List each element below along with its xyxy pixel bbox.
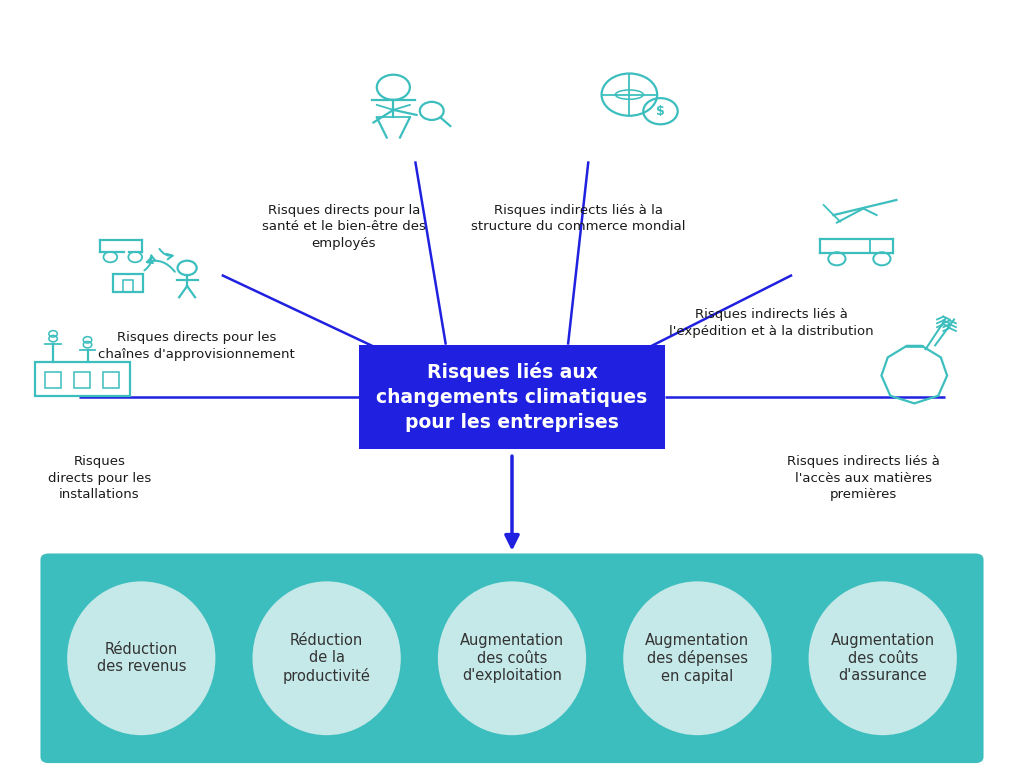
Text: Augmentation
des dépenses
en capital: Augmentation des dépenses en capital bbox=[645, 633, 750, 684]
Text: Augmentation
des coûts
d'assurance: Augmentation des coûts d'assurance bbox=[830, 633, 935, 683]
Text: Augmentation
des coûts
d'exploitation: Augmentation des coûts d'exploitation bbox=[460, 633, 564, 683]
Text: Risques liés aux
changements climatiques
pour les entreprises: Risques liés aux changements climatiques… bbox=[377, 362, 647, 432]
Text: Réduction
des revenus: Réduction des revenus bbox=[96, 642, 186, 675]
Text: Risques indirects liés à
l'accès aux matières
premières: Risques indirects liés à l'accès aux mat… bbox=[786, 455, 940, 501]
Text: Risques directs pour la
santé et le bien-être des
employés: Risques directs pour la santé et le bien… bbox=[262, 204, 426, 250]
FancyBboxPatch shape bbox=[359, 345, 665, 449]
Text: $: $ bbox=[656, 104, 665, 118]
Ellipse shape bbox=[68, 581, 215, 735]
Text: Risques directs pour les
chaînes d'approvisionnement: Risques directs pour les chaînes d'appro… bbox=[98, 332, 295, 361]
Ellipse shape bbox=[624, 581, 771, 735]
Text: Réduction
de la
productivité: Réduction de la productivité bbox=[283, 633, 371, 684]
Text: Risques indirects liés à la
structure du commerce mondial: Risques indirects liés à la structure du… bbox=[471, 204, 685, 234]
Ellipse shape bbox=[809, 581, 956, 735]
FancyBboxPatch shape bbox=[41, 553, 983, 763]
Ellipse shape bbox=[438, 581, 586, 735]
Text: Risques
directs pour les
installations: Risques directs pour les installations bbox=[48, 455, 152, 501]
Text: Risques indirects liés à
l'expédition et à la distribution: Risques indirects liés à l'expédition et… bbox=[670, 308, 874, 338]
Ellipse shape bbox=[253, 581, 400, 735]
